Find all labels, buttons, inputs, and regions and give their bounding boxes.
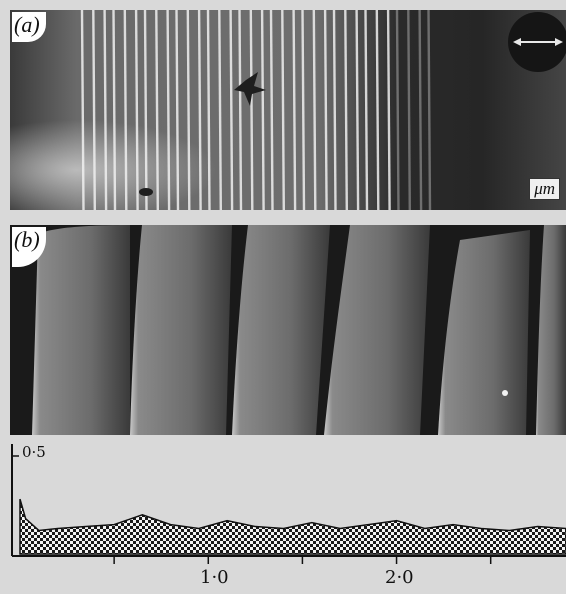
fringe-line bbox=[143, 10, 148, 210]
fringe-line bbox=[323, 10, 328, 210]
fringe-line bbox=[260, 10, 265, 210]
fringe-line bbox=[80, 10, 85, 210]
fringe-line bbox=[197, 10, 202, 210]
fringe-line bbox=[386, 10, 391, 210]
fringe-line bbox=[175, 10, 180, 210]
band bbox=[130, 225, 232, 435]
x-tick-label: 2·0 bbox=[385, 567, 414, 588]
profile-chart bbox=[10, 442, 566, 564]
fringe-line bbox=[292, 10, 297, 210]
profile-chart-svg bbox=[11, 444, 566, 564]
fringe-line bbox=[218, 10, 222, 210]
fringe-line bbox=[186, 10, 191, 210]
band-image bbox=[10, 225, 566, 435]
fringe-line bbox=[344, 10, 348, 210]
fringe-line bbox=[427, 10, 432, 210]
fringe-line bbox=[312, 10, 317, 210]
band bbox=[32, 225, 130, 435]
fringe-line bbox=[92, 10, 96, 210]
micrograph-panel-a: (a) μm bbox=[10, 10, 566, 210]
fringe-line bbox=[301, 10, 306, 210]
fringe-line bbox=[364, 10, 369, 210]
fringe-line bbox=[355, 10, 360, 210]
fringe-line bbox=[281, 10, 285, 210]
fringe-line bbox=[375, 10, 380, 210]
panel-label-a: (a) bbox=[12, 12, 46, 42]
fringe-line bbox=[395, 10, 400, 210]
fringe-line bbox=[112, 10, 117, 210]
fringe-line bbox=[155, 10, 159, 210]
band bbox=[232, 225, 330, 435]
fringe-line bbox=[229, 10, 234, 210]
band bbox=[324, 225, 430, 435]
fringe-line bbox=[418, 10, 423, 210]
y-tick-label: 0·5 bbox=[22, 443, 46, 461]
scale-unit-label: μm bbox=[529, 178, 560, 200]
x-tick-label: 1·0 bbox=[200, 567, 229, 588]
fringe-line bbox=[407, 10, 411, 210]
bright-speck bbox=[502, 390, 508, 396]
polarizer-icon bbox=[508, 12, 566, 72]
fringe-line bbox=[269, 10, 274, 210]
profile-area bbox=[19, 498, 566, 555]
fringe-line bbox=[238, 10, 243, 210]
micrograph-panel-b: (b) bbox=[10, 225, 566, 435]
fringe-image bbox=[10, 10, 566, 210]
blemish-mark bbox=[139, 188, 153, 196]
fringe-line bbox=[123, 10, 128, 210]
fringe-line bbox=[166, 10, 171, 210]
band bbox=[438, 230, 530, 435]
fringe-line bbox=[249, 10, 254, 210]
fringe-line bbox=[332, 10, 337, 210]
blemish-mark bbox=[234, 72, 266, 106]
band bbox=[536, 225, 566, 435]
fringe-line bbox=[134, 10, 139, 210]
panel-label-b: (b) bbox=[12, 227, 46, 267]
fringe-line bbox=[206, 10, 211, 210]
fringe-line bbox=[103, 10, 108, 210]
